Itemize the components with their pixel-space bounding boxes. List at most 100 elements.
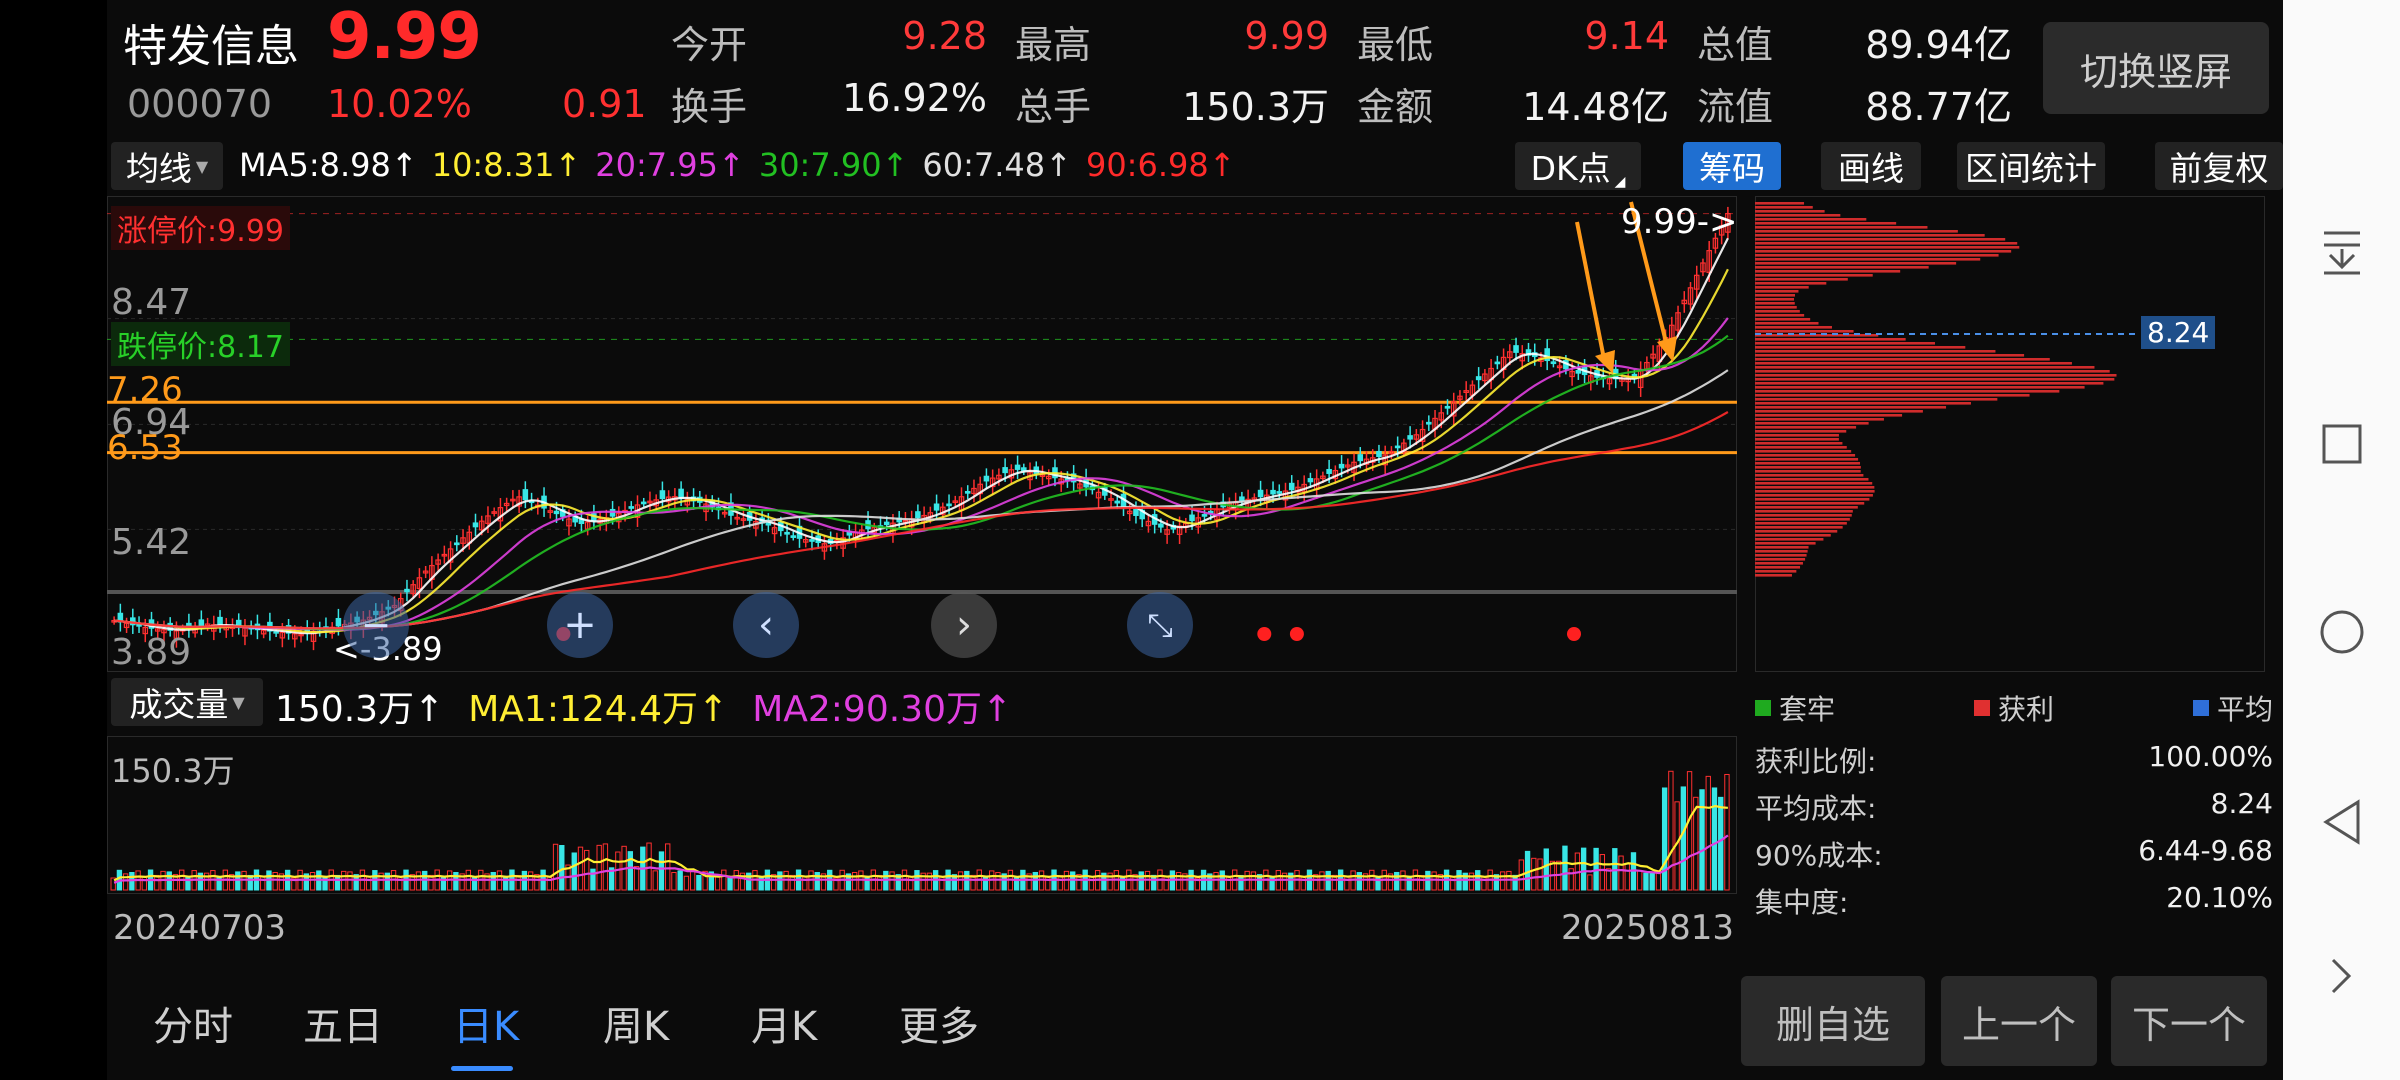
tab-4[interactable]: 月K (751, 1004, 818, 1050)
chip-button[interactable]: 筹码 (1683, 142, 1781, 190)
volume-bar (633, 866, 640, 891)
candle-body (1475, 376, 1482, 381)
price-chart[interactable]: 涨停价:9.99 跌停价:8.17 8.47 7.26 6.94 6.53 5.… (107, 196, 1739, 673)
volume-bar (1070, 871, 1076, 891)
volume-bar (1693, 796, 1699, 891)
annotation-arrow (1575, 221, 1607, 365)
chip-bar (1755, 342, 1935, 345)
volume-bar (1319, 871, 1325, 891)
volume-bar (982, 875, 989, 891)
active-tab-underline (451, 1066, 513, 1071)
volume-bar (951, 874, 958, 891)
pre-adjust-button[interactable]: 前复权 (2155, 142, 2283, 190)
ma-indicator-select[interactable]: 均线 ▼ (111, 142, 223, 190)
menu-down-icon[interactable] (2283, 212, 2400, 292)
draw-line-button[interactable]: 画线 (1821, 142, 1921, 190)
chip-bar (1755, 362, 2072, 365)
volume-bar (484, 873, 490, 891)
chip-bar (1755, 510, 1853, 513)
tab-1[interactable]: 五日 (303, 1004, 383, 1050)
volume-bar (154, 874, 160, 891)
previous-stock-button[interactable]: 上一个 (1941, 976, 2097, 1066)
volume-bar (851, 871, 858, 891)
chip-bar (1755, 370, 2110, 373)
tab-5[interactable]: 更多 (899, 1004, 979, 1050)
field-value: 16.92% (842, 76, 987, 120)
scroll-left-button[interactable]: ‹ (733, 592, 799, 658)
candle-body (1419, 428, 1426, 443)
annotation-arrowhead (1595, 350, 1615, 374)
zoom-in-button[interactable]: + (547, 592, 613, 658)
chip-bar (1755, 230, 1958, 233)
candle-body (547, 510, 554, 513)
volume-bar (503, 875, 509, 891)
tab-2[interactable]: 日K (453, 1004, 520, 1050)
field-value: 88.77亿 (1865, 85, 2012, 129)
next-stock-button[interactable]: 下一个 (2111, 976, 2267, 1066)
chip-stat-value: 20.10% (2166, 881, 2273, 914)
volume-bar (926, 872, 933, 891)
candle-body (566, 518, 572, 527)
volume-bar (247, 874, 253, 891)
volume-bar (228, 874, 235, 891)
tab-0[interactable]: 分时 (153, 1004, 233, 1050)
remove-watchlist-button[interactable]: 删自选 (1741, 976, 1925, 1066)
candle-body (802, 539, 809, 543)
candle-body (1326, 468, 1332, 474)
volume-bar (1238, 874, 1244, 891)
volume-bar (608, 867, 615, 891)
volume-bar (415, 871, 422, 891)
field-value: 14.48亿 (1522, 85, 1669, 129)
collapse-chart-button[interactable]: ⤡ (1127, 592, 1193, 658)
chip-stat-value: 100.00% (2148, 740, 2273, 773)
candle-body (1382, 454, 1388, 466)
chip-bar (1755, 458, 1859, 461)
chip-bar (1755, 322, 1819, 325)
candle-body (933, 503, 940, 511)
volume-bar (665, 843, 671, 891)
switch-portrait-button[interactable]: 切换竖屏 (2043, 22, 2269, 114)
chip-bar (1755, 442, 1843, 445)
candle-body (1700, 262, 1706, 273)
candle-body (734, 516, 740, 520)
zoom-out-button[interactable]: − (343, 592, 409, 658)
chevron-right-icon[interactable] (2283, 936, 2400, 1016)
volume-bar (739, 872, 746, 891)
dk-point-button[interactable]: DK点 ◢ (1515, 142, 1641, 190)
volume-bar (527, 871, 534, 891)
chip-stat-label: 集中度: (1755, 886, 1849, 919)
volume-bar (1668, 770, 1674, 891)
candle-body (242, 627, 248, 637)
volume-bar (1313, 874, 1319, 891)
triangle-back-icon[interactable] (2283, 782, 2400, 862)
tab-3[interactable]: 周K (603, 1004, 670, 1050)
chip-bar (1755, 522, 1847, 525)
volume-bar (384, 872, 391, 891)
volume-chart[interactable]: 150.3万 (107, 736, 1739, 896)
volume-bar (1580, 847, 1587, 891)
legend-profit: 获利 (1973, 688, 2054, 728)
candle-body (902, 519, 909, 523)
field-value: 9.28 (902, 14, 987, 58)
candle-body (1014, 464, 1021, 470)
candle-body (516, 496, 522, 507)
candle-body (1145, 520, 1152, 527)
volume-bar (677, 870, 683, 891)
candle-body (1357, 454, 1364, 462)
range-stats-button[interactable]: 区间统计 (1957, 142, 2105, 190)
candle-body (1307, 478, 1314, 483)
candle-body (1444, 405, 1451, 409)
volume-indicator-select[interactable]: 成交量 ▼ (111, 678, 263, 726)
volume-bar (334, 874, 341, 891)
volume-bar (1281, 872, 1288, 891)
chip-bar (1755, 558, 1806, 561)
field-value: 89.94亿 (1865, 23, 2012, 67)
volume-bar (1568, 868, 1574, 891)
chip-bar (1755, 482, 1873, 485)
circle-icon[interactable] (2283, 592, 2400, 672)
square-icon[interactable] (2283, 404, 2400, 484)
hline-label-6-53: 6.53 (107, 428, 183, 468)
scroll-right-button[interactable]: › (931, 592, 997, 658)
volume-bar (1175, 872, 1182, 891)
ma-value: MA5:8.98↑ (239, 146, 418, 184)
